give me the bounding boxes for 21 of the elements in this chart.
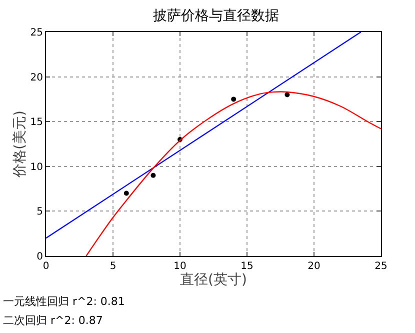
text: 一元线性回归 r^2: 0.81 xyxy=(3,295,125,308)
y-tick-label: 10 xyxy=(30,162,43,173)
x-axis-title: 直径(英寸) xyxy=(180,272,247,288)
chart-title: 披萨价格与直径数据 xyxy=(152,8,279,24)
y-tick-label: 25 xyxy=(30,28,43,38)
y-tick-label: 0 xyxy=(36,252,43,262)
point xyxy=(124,190,129,196)
y-tick-label: 20 xyxy=(30,72,43,84)
y-tick-label: 5 xyxy=(36,206,43,218)
x-tick-label: 25 xyxy=(374,261,388,272)
y-axis-title: 价格(美元) xyxy=(12,110,28,178)
y-tick-label: 15 xyxy=(30,117,43,128)
point xyxy=(284,92,290,98)
x-tick-label: 15 xyxy=(240,261,254,272)
point xyxy=(231,96,236,102)
x-tick-label: 20 xyxy=(308,261,320,272)
point xyxy=(150,172,156,178)
x-tick-label: 10 xyxy=(174,261,186,272)
text: 二次回归 r^2: 0.87 xyxy=(3,314,103,327)
line-series xyxy=(86,91,381,256)
x-tick-label: 5 xyxy=(110,261,116,272)
